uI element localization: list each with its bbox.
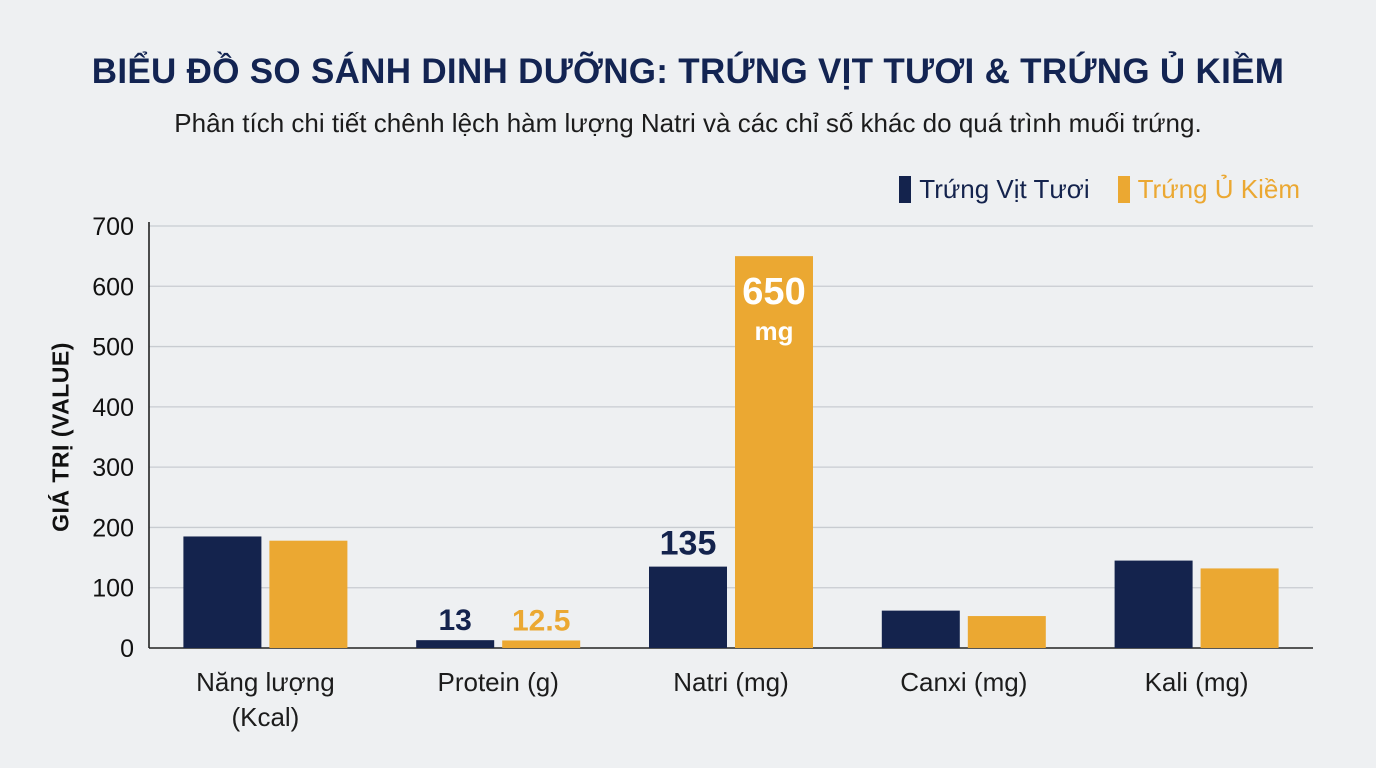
- bar-alkaline: [1200, 568, 1279, 648]
- legend-item-alkaline: Trứng Ủ Kiềm: [1117, 174, 1300, 205]
- bar-alkaline: [502, 640, 581, 648]
- y-tick-label: 500: [92, 334, 134, 362]
- bar-fresh: [183, 536, 262, 648]
- data-label: 13: [439, 604, 472, 637]
- legend-label-alkaline: Trứng Ủ Kiềm: [1137, 174, 1300, 204]
- bar-fresh: [881, 610, 960, 648]
- data-label: 135: [660, 525, 717, 563]
- chart-subtitle: Phân tích chi tiết chênh lệch hàm lượng …: [174, 108, 1202, 138]
- x-tick-label: Natri (mg): [673, 667, 789, 697]
- data-label-unit: mg: [755, 316, 794, 346]
- y-tick-label: 200: [92, 514, 134, 542]
- chart-title: BIỂU ĐỒ SO SÁNH DINH DƯỠNG: TRỨNG VỊT TƯ…: [91, 52, 1285, 91]
- y-tick-label: 300: [92, 454, 134, 482]
- legend: Trứng Vịt Tươi Trứng Ủ Kiềm: [899, 174, 1300, 205]
- legend-item-fresh: Trứng Vịt Tươi: [899, 174, 1090, 205]
- x-tick-label: Protein (g): [438, 667, 559, 697]
- bar-fresh: [1114, 560, 1193, 648]
- legend-swatch-fresh: [899, 176, 912, 203]
- y-tick-label: 700: [92, 213, 134, 241]
- legend-label-fresh: Trứng Vịt Tươi: [919, 174, 1090, 204]
- x-tick-label: (Kcal): [231, 702, 299, 732]
- x-tick-label: Canxi (mg): [900, 667, 1027, 697]
- bar-fresh: [649, 566, 727, 648]
- bar-alkaline: [269, 540, 348, 648]
- data-label: 12.5: [512, 604, 570, 637]
- bar-fresh: [416, 640, 495, 648]
- y-tick-label: 0: [120, 635, 134, 663]
- data-label: 650: [742, 271, 805, 313]
- bar-alkaline: [967, 616, 1046, 648]
- y-tick-label: 100: [92, 575, 134, 603]
- y-tick-label: 600: [92, 273, 134, 301]
- legend-swatch-alkaline: [1117, 176, 1130, 203]
- y-tick-label: 400: [92, 394, 134, 422]
- bar-alkaline: [735, 256, 813, 648]
- x-tick-label: Năng lượng: [196, 667, 335, 697]
- x-tick-label: Kali (mg): [1145, 667, 1249, 697]
